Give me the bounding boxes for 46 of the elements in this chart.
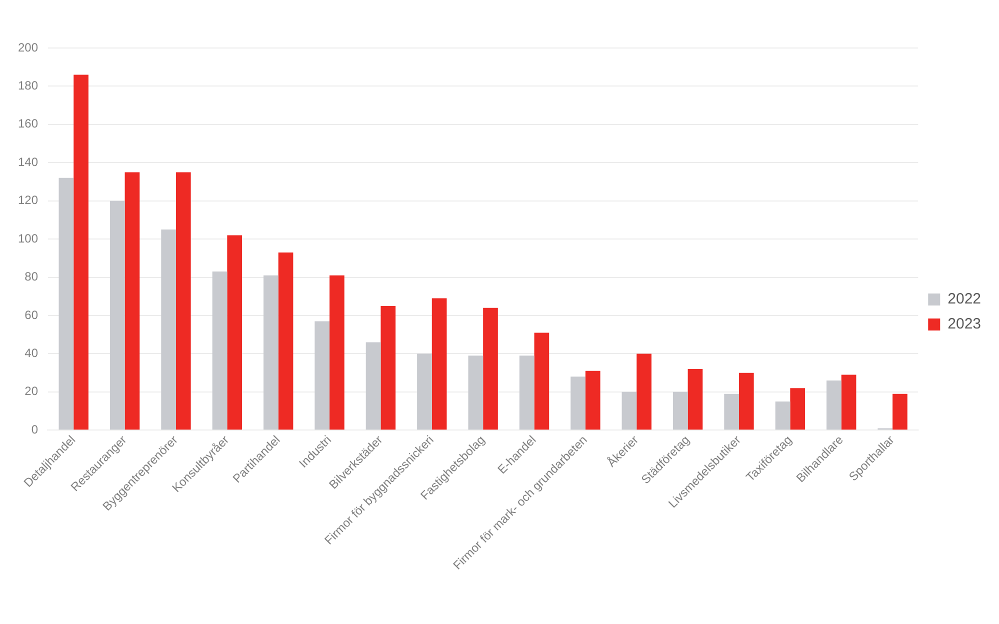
bar — [161, 230, 176, 430]
bar — [483, 308, 498, 430]
bar — [534, 332, 550, 430]
y-tick-label: 120 — [18, 193, 38, 208]
bar — [790, 388, 806, 430]
bar — [74, 74, 88, 430]
bar — [636, 354, 652, 430]
bar — [622, 392, 637, 430]
bar — [738, 372, 754, 430]
bar — [585, 370, 600, 430]
bar — [570, 376, 586, 430]
y-tick-label: 0 — [31, 422, 38, 436]
y-tick-label: 100 — [18, 231, 38, 246]
bar — [892, 394, 908, 430]
bar — [314, 321, 330, 430]
legend-label: 2023 — [948, 316, 982, 333]
bar — [176, 172, 191, 430]
bar — [330, 275, 344, 430]
bar — [366, 342, 381, 430]
y-tick-label: 60 — [24, 308, 38, 322]
y-tick-label: 200 — [18, 40, 38, 54]
bar — [468, 356, 484, 430]
bar — [58, 178, 74, 430]
bar — [688, 368, 703, 430]
bar — [841, 374, 856, 430]
bar — [264, 275, 278, 430]
bar — [417, 354, 432, 430]
bar — [826, 380, 842, 430]
bar — [278, 252, 294, 430]
legend-label: 2022 — [948, 290, 982, 308]
y-tick-label: 140 — [18, 154, 38, 169]
y-tick-label: 160 — [18, 116, 38, 131]
bar — [227, 235, 242, 430]
bar — [432, 298, 447, 430]
y-tick-label: 180 — [18, 78, 38, 93]
y-tick-label: 20 — [24, 384, 38, 398]
bar — [672, 392, 688, 430]
bar — [519, 356, 534, 430]
bar — [110, 200, 125, 430]
y-tick-label: 80 — [24, 270, 38, 284]
bar — [124, 172, 140, 430]
bar — [380, 306, 396, 430]
bar — [212, 272, 228, 430]
bar — [724, 394, 739, 430]
y-tick-label: 40 — [24, 346, 38, 360]
bar — [775, 401, 790, 430]
